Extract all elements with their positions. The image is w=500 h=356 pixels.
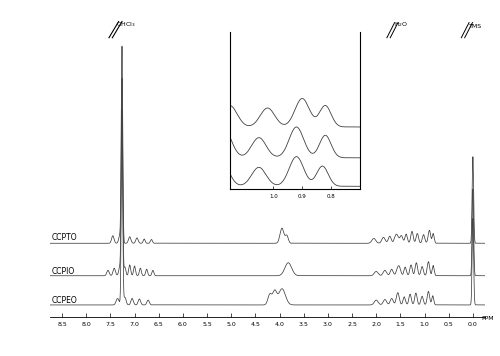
Text: CCPTO: CCPTO <box>52 234 77 242</box>
Text: H$_2$O: H$_2$O <box>394 20 408 29</box>
Text: TMS: TMS <box>468 24 481 29</box>
Text: CHCl$_3$: CHCl$_3$ <box>116 20 136 29</box>
Text: CCPIO: CCPIO <box>52 267 74 276</box>
Text: PPM: PPM <box>482 316 494 321</box>
Text: CCPEO: CCPEO <box>52 296 77 305</box>
